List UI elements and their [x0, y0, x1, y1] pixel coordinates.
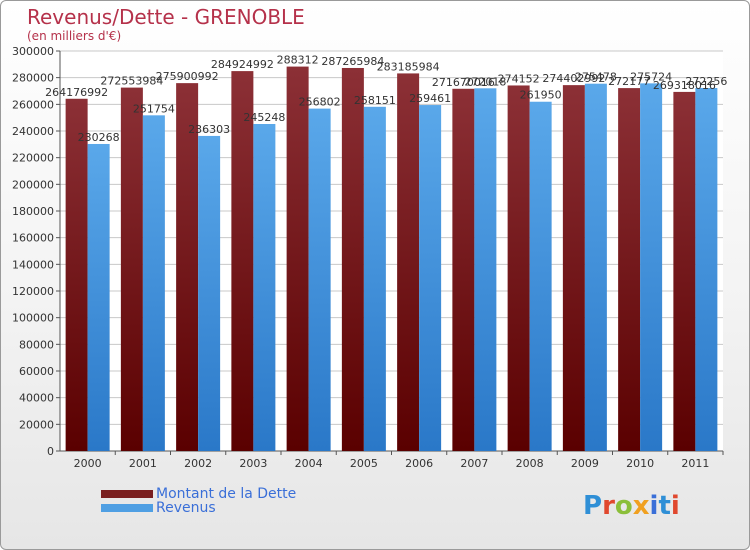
legend-swatch-revenus	[101, 504, 153, 512]
y-tick-label: 220000	[12, 152, 54, 165]
y-tick-label: 80000	[19, 338, 54, 351]
bar-revenus	[253, 124, 276, 451]
y-tick-label: 120000	[12, 285, 54, 298]
y-tick-label: 280000	[12, 72, 54, 85]
x-tick-label: 2011	[681, 457, 709, 470]
data-label-dette: 272553984	[100, 75, 163, 88]
data-label-dette: 264176992	[45, 86, 108, 99]
y-tick-label: 160000	[12, 232, 54, 245]
data-label-dette: 272177	[608, 75, 650, 88]
logo-letter: o	[614, 491, 633, 521]
bar-dette	[231, 71, 254, 452]
x-tick-label: 2003	[239, 457, 267, 470]
x-tick-label: 2001	[129, 457, 157, 470]
legend-label-revenus: Revenus	[156, 500, 216, 516]
plot-area	[60, 51, 723, 451]
legend-label-dette: Montant de la Dette	[156, 486, 297, 502]
data-label-revenus: 245248	[243, 111, 285, 124]
chart-subtitle: (en milliers d'€)	[27, 29, 122, 43]
logo-letter: i	[649, 491, 659, 521]
x-tick-label: 2007	[460, 457, 488, 470]
y-tick-label: 0	[47, 445, 54, 458]
logo-letter: r	[602, 491, 615, 521]
bar-dette	[673, 91, 696, 451]
bar-dette	[286, 66, 309, 452]
bar-dette	[341, 67, 364, 451]
y-tick-label: 40000	[19, 392, 54, 405]
logo-letter: x	[632, 491, 650, 521]
bar-revenus	[142, 115, 165, 451]
y-tick-label: 140000	[12, 258, 54, 271]
y-tick-label: 60000	[19, 365, 54, 378]
data-label-revenus: 272018	[464, 75, 506, 88]
logo-letter: P	[583, 491, 603, 521]
bar-dette	[562, 85, 585, 451]
x-tick-label: 2000	[74, 457, 102, 470]
data-label-revenus: 251754	[133, 102, 175, 115]
y-tick-label: 260000	[12, 98, 54, 111]
bar-revenus	[363, 106, 386, 451]
x-tick-label: 2010	[626, 457, 654, 470]
bar-revenus	[640, 83, 663, 452]
data-label-dette: 283185984	[377, 60, 440, 73]
legend: Montant de la Dette Revenus	[101, 486, 297, 516]
data-label-revenus: 256802	[299, 96, 341, 109]
proxiti-logo: Proxiti	[583, 491, 680, 521]
x-tick-label: 2002	[184, 457, 212, 470]
logo-letter: t	[658, 491, 671, 521]
data-label-revenus: 275478	[575, 71, 617, 84]
bar-revenus	[474, 88, 497, 452]
data-label-revenus: 236303	[188, 123, 230, 136]
data-label-dette: 275900992	[156, 70, 219, 83]
y-tick-label: 20000	[19, 418, 54, 431]
data-label-dette: 284924992	[211, 58, 274, 71]
bar-revenus	[198, 135, 221, 452]
data-label-dette: 271670016	[432, 76, 495, 89]
x-tick-label: 2009	[571, 457, 599, 470]
bar-dette	[452, 88, 475, 452]
x-tick-label: 2006	[405, 457, 433, 470]
y-tick-label: 240000	[12, 125, 54, 138]
data-label-revenus: 258151	[354, 94, 396, 107]
bar-revenus	[529, 101, 552, 451]
bar-dette	[618, 88, 641, 451]
data-label-dette: 274152	[498, 72, 540, 85]
data-label-dette: 269318016	[653, 79, 716, 92]
x-tick-label: 2004	[295, 457, 323, 470]
bar-revenus	[308, 108, 331, 451]
legend-item-revenus: Revenus	[101, 500, 296, 516]
y-tick-label: 200000	[12, 178, 54, 191]
y-tick-label: 180000	[12, 205, 54, 218]
y-tick-label: 300000	[12, 45, 54, 58]
bar-dette	[65, 98, 88, 452]
logo-letter: i	[670, 491, 680, 521]
data-label-dette: 287265984	[321, 55, 384, 68]
bar-dette	[397, 73, 420, 452]
x-tick-label: 2008	[516, 457, 544, 470]
bar-dette	[176, 83, 199, 451]
legend-item-dette: Montant de la Dette	[101, 486, 297, 502]
y-tick-label: 100000	[12, 312, 54, 325]
data-label-revenus: 259461	[409, 92, 451, 105]
x-tick-label: 2005	[350, 457, 378, 470]
bar-revenus	[695, 87, 718, 451]
legend-swatch-dette	[101, 490, 153, 498]
bar-revenus	[584, 83, 607, 452]
bar-revenus	[87, 143, 110, 451]
data-label-revenus: 261950	[520, 89, 562, 102]
data-label-dette: 288312	[277, 54, 319, 67]
data-label-revenus: 230268	[78, 131, 120, 144]
chart-title: Revenus/Dette - GRENOBLE	[27, 5, 305, 29]
data-label-revenus: 275724	[630, 70, 672, 83]
bar-dette	[507, 85, 530, 452]
data-label-dette: 274402992	[542, 72, 605, 85]
data-label-revenus: 272256	[685, 75, 727, 88]
bar-revenus	[419, 105, 442, 451]
bar-dette	[120, 87, 143, 451]
